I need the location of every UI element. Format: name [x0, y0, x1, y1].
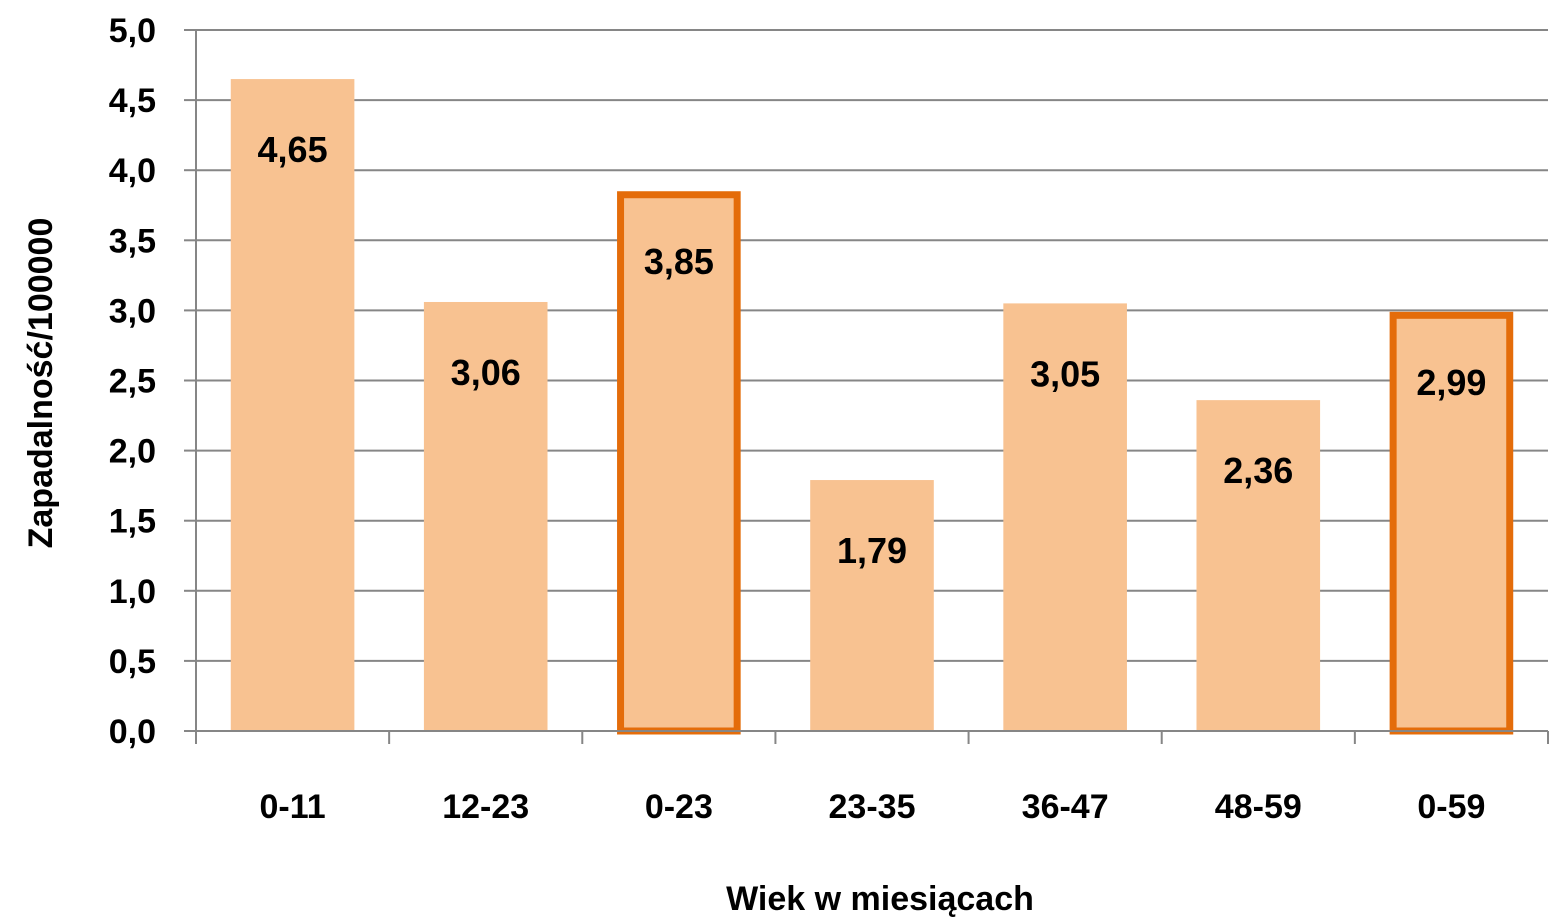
- bar-highlighted: [1389, 311, 1514, 735]
- y-tick-label: 3,5: [109, 222, 156, 260]
- x-category-label: 0-11: [259, 788, 325, 826]
- data-labels: 4,65 3,06 3,85 1,79 3,05 2,36 2,99: [258, 129, 1487, 571]
- y-tick-label: 1,0: [109, 573, 156, 611]
- y-tick-label: 2,0: [109, 433, 156, 471]
- x-category-label: 48-59: [1215, 788, 1302, 826]
- bar: [1003, 303, 1127, 731]
- data-label: 3,05: [1030, 353, 1100, 394]
- gridlines: [196, 29, 1548, 662]
- data-label: 4,65: [258, 129, 328, 170]
- x-category-label: 23-35: [829, 788, 916, 826]
- y-tick-label: 2,5: [109, 363, 156, 401]
- x-category-label: 0-59: [1417, 788, 1485, 826]
- y-tick-label: 0,5: [109, 643, 156, 681]
- bar: [423, 301, 548, 731]
- bars: [230, 79, 1514, 735]
- data-label: 2,99: [1416, 362, 1486, 403]
- y-tick-label: 5,0: [109, 12, 156, 50]
- x-axis-title: Wiek w miesiącach: [726, 880, 1034, 918]
- y-tick-label: 4,0: [109, 152, 156, 190]
- bar: [1196, 400, 1321, 731]
- data-label: 3,06: [451, 352, 521, 393]
- data-label: 1,79: [837, 530, 907, 571]
- y-tick-label: 4,5: [109, 82, 156, 120]
- x-category-label: 12-23: [442, 788, 529, 826]
- x-category-label: 0-23: [645, 788, 713, 826]
- y-tick-label: 1,5: [109, 503, 156, 541]
- y-tick-label: 0,0: [109, 713, 156, 751]
- bar: [230, 79, 355, 731]
- axes: [184, 29, 1549, 744]
- y-tick-label: 3,0: [109, 292, 156, 330]
- data-label: 2,36: [1223, 450, 1293, 491]
- y-axis-title: Zapadalność/100000: [22, 218, 60, 549]
- x-category-labels: 0-11 12-23 0-23 23-35 36-47 48-59 0-59: [259, 788, 1485, 826]
- x-category-label: 36-47: [1022, 788, 1109, 826]
- bar-highlighted: [617, 191, 741, 735]
- bar: [810, 480, 934, 731]
- y-tick-labels: 0,0 0,5 1,0 1,5 2,0 2,5 3,0 3,5 4,0 4,5 5,0: [109, 12, 156, 751]
- data-label: 3,85: [644, 241, 714, 282]
